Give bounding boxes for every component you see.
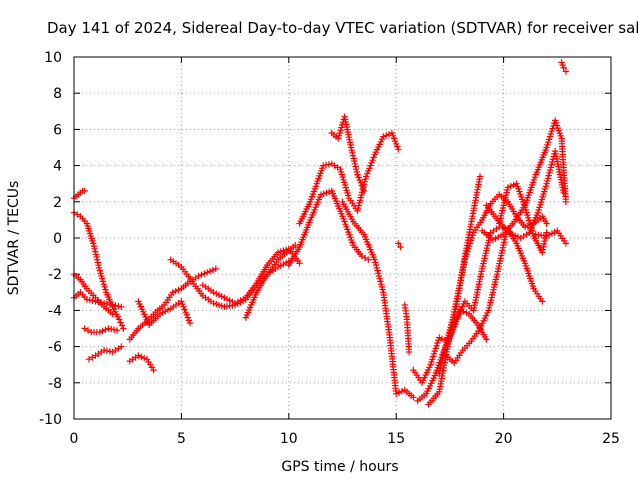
series-track-17 [395, 240, 404, 251]
data-point-markers [242, 242, 299, 321]
data-point-markers [126, 352, 157, 374]
data-point-markers [436, 173, 484, 377]
series-track-27 [532, 227, 570, 247]
y-tick-label: -10 [39, 412, 62, 428]
x-tick-label: 0 [70, 431, 79, 447]
series-track-23 [442, 231, 509, 367]
data-point-markers [395, 240, 404, 251]
data-point-markers [478, 117, 570, 243]
data-point-markers [496, 180, 550, 256]
x-tick-label: 25 [602, 431, 620, 447]
series-track-28 [558, 59, 570, 75]
data-point-markers [558, 59, 570, 75]
series-track-13 [285, 187, 372, 269]
series-track-1 [70, 187, 88, 202]
series-track-12 [242, 242, 299, 321]
y-axis-label: SDTVAR / TECUs [6, 181, 22, 296]
series-track-6 [85, 343, 125, 363]
y-tick-label: -6 [48, 340, 62, 356]
series-track-9 [135, 298, 194, 329]
y-tick-label: 8 [53, 86, 62, 102]
series-track-18 [401, 301, 413, 356]
series-track-19 [410, 223, 546, 386]
x-tick-label: 20 [495, 431, 513, 447]
series-track-2 [70, 209, 127, 332]
data-point-markers [401, 301, 413, 356]
plot-frame [73, 56, 612, 420]
y-tick-label: 10 [44, 50, 62, 66]
data-point-markers [296, 129, 402, 227]
data-point-markers [410, 223, 546, 386]
data-point-markers [85, 343, 125, 363]
y-tick-label: -4 [48, 303, 62, 319]
series-track-26 [496, 180, 550, 256]
x-tick-label: 5 [177, 431, 186, 447]
data-point-markers [81, 325, 121, 336]
data-point-markers [339, 198, 417, 401]
y-tick-label: 4 [53, 159, 62, 175]
series-track-22 [436, 173, 484, 377]
axis-ticks: 0 5 10 15 20 25 -10 -8 -6 -4 -2 0 2 4 6 8 10 [39, 50, 620, 447]
x-tick-label: 15 [387, 431, 405, 447]
y-tick-label: -2 [48, 267, 62, 283]
data-point-markers [425, 191, 550, 408]
data-point-markers [328, 113, 368, 195]
data-point-markers [70, 187, 88, 202]
series-track-16 [339, 198, 417, 401]
data-point-markers [532, 227, 570, 247]
x-axis-label: GPS time / hours [281, 459, 398, 475]
series-track-24 [478, 117, 570, 243]
series-track-14 [296, 129, 402, 227]
y-tick-label: 6 [53, 122, 62, 138]
data-point-markers [285, 187, 372, 269]
data-point-markers [442, 231, 509, 367]
y-tick-label: -8 [48, 376, 62, 392]
grid [74, 57, 611, 419]
series-track-8 [126, 352, 157, 374]
data-point-markers [135, 298, 194, 329]
data-point-markers [70, 209, 127, 332]
chart-title: Day 141 of 2024, Sidereal Day-to-day VTE… [47, 19, 640, 37]
y-tick-label: 2 [53, 195, 62, 211]
x-tick-label: 10 [280, 431, 298, 447]
series-track-21 [425, 191, 550, 408]
y-tick-label: 0 [53, 231, 62, 247]
series-track-5 [81, 325, 121, 336]
data-marks [70, 59, 570, 408]
series-track-15 [328, 113, 368, 195]
